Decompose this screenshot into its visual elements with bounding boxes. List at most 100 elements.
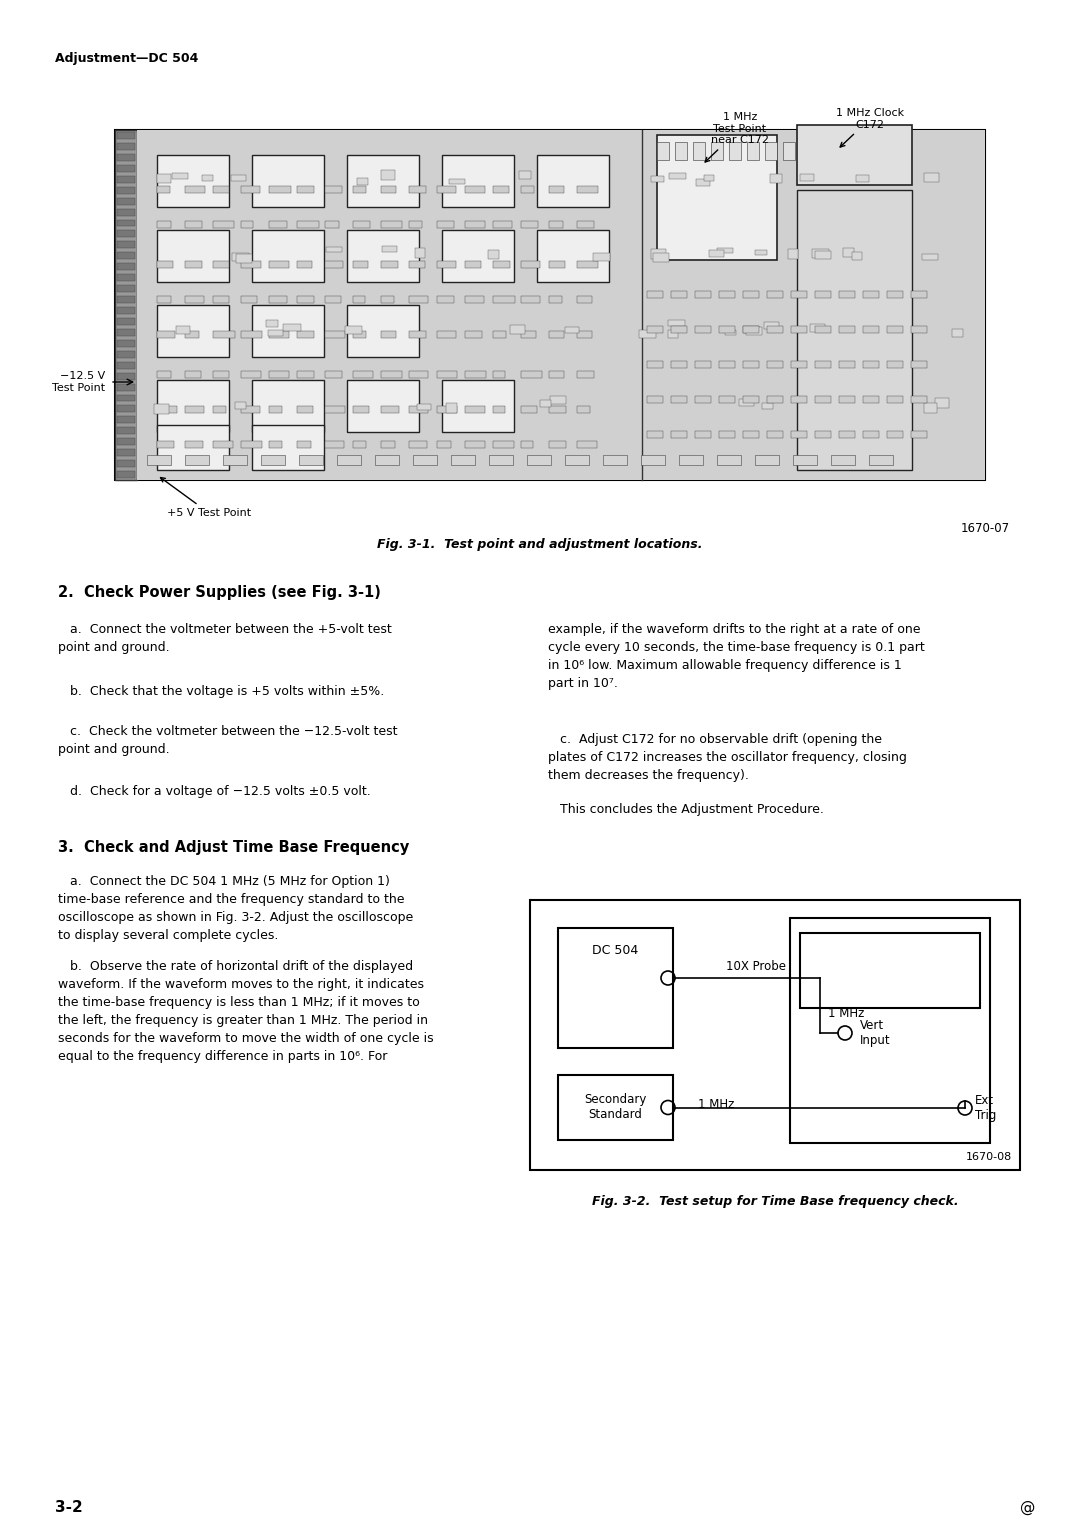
Bar [235, 402, 246, 409]
Bar [549, 187, 564, 193]
Bar [353, 405, 369, 413]
Bar [521, 330, 537, 338]
Bar [465, 295, 484, 303]
Bar [863, 361, 879, 369]
Text: Ext
Trig: Ext Trig [975, 1094, 997, 1121]
Bar [157, 230, 229, 282]
Bar [651, 176, 664, 182]
Bar [157, 187, 170, 193]
Bar [213, 295, 229, 303]
Bar [717, 248, 733, 252]
Bar [839, 326, 855, 334]
Bar [725, 330, 735, 335]
Bar [353, 262, 368, 268]
Bar [746, 327, 761, 335]
Bar [671, 431, 687, 438]
Bar [671, 291, 687, 298]
Bar [549, 220, 563, 228]
Bar [117, 438, 135, 445]
Bar [117, 350, 135, 358]
Bar [527, 454, 551, 465]
Bar [325, 220, 339, 228]
Bar [489, 454, 513, 465]
Bar [117, 263, 135, 271]
Bar [549, 405, 566, 413]
Bar [863, 396, 879, 402]
Bar [326, 246, 342, 252]
Bar [413, 454, 437, 465]
Bar [345, 326, 362, 335]
Text: Fig. 3-2.  Test setup for Time Base frequency check.: Fig. 3-2. Test setup for Time Base frequ… [592, 1195, 958, 1209]
Text: c.  Check the voltmeter between the −12.5-volt test
point and ground.: c. Check the voltmeter between the −12.5… [58, 725, 397, 756]
Bar [669, 320, 685, 326]
Bar [185, 370, 201, 378]
Bar [252, 155, 324, 207]
Bar [409, 330, 426, 338]
Bar [791, 396, 807, 402]
Bar [117, 461, 135, 467]
Bar [743, 396, 759, 402]
Bar [172, 173, 188, 179]
Bar [117, 471, 135, 477]
Bar [869, 454, 893, 465]
Bar [117, 142, 135, 150]
Bar [743, 431, 759, 438]
Text: 10X Probe: 10X Probe [727, 959, 786, 973]
Bar [521, 295, 540, 303]
Bar [521, 405, 537, 413]
Bar [325, 441, 343, 448]
Bar [297, 187, 314, 193]
Text: Vert
Input: Vert Input [860, 1019, 891, 1047]
Bar [252, 425, 324, 470]
Bar [252, 379, 324, 431]
Bar [492, 187, 509, 193]
Bar [647, 361, 663, 369]
Text: b.  Observe the rate of horizontal drift of the displayed
waveform. If the wavef: b. Observe the rate of horizontal drift … [58, 959, 434, 1063]
Bar [241, 330, 262, 338]
Bar [696, 361, 711, 369]
Bar [675, 142, 687, 161]
Bar [767, 396, 783, 402]
Bar [652, 252, 669, 262]
Bar [213, 262, 229, 268]
Bar [117, 208, 135, 216]
Bar [117, 361, 135, 369]
Bar [537, 155, 609, 207]
Bar [213, 330, 234, 338]
Text: 1 MHz: 1 MHz [698, 1097, 734, 1111]
Bar [353, 187, 366, 193]
Bar [791, 431, 807, 438]
Bar [935, 398, 949, 407]
Bar [521, 262, 540, 268]
Bar [442, 155, 514, 207]
Bar [117, 416, 135, 424]
Bar [521, 370, 542, 378]
Bar [117, 274, 135, 282]
Bar [887, 361, 903, 369]
Bar [297, 330, 313, 338]
Bar [815, 396, 831, 402]
Bar [353, 441, 366, 448]
Bar [202, 174, 213, 181]
Bar [117, 329, 135, 335]
Bar [540, 399, 551, 407]
Bar [887, 291, 903, 298]
Bar [117, 427, 135, 435]
Bar [815, 431, 831, 438]
Bar [117, 405, 135, 413]
Bar [185, 330, 200, 338]
Bar [492, 405, 505, 413]
Bar [887, 326, 903, 334]
Bar [297, 220, 319, 228]
Bar [465, 330, 482, 338]
Bar [719, 291, 735, 298]
Bar [764, 323, 779, 329]
Bar [951, 329, 963, 338]
Bar [577, 295, 592, 303]
Bar [437, 262, 456, 268]
Bar [222, 454, 247, 465]
Bar [117, 450, 135, 456]
Bar [647, 396, 663, 402]
Bar [593, 254, 610, 260]
Bar [518, 171, 530, 179]
